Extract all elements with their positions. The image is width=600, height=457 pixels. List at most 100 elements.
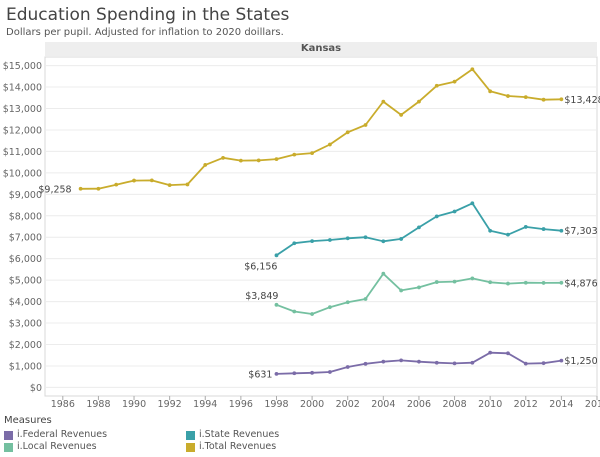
data-point <box>328 305 332 310</box>
data-point <box>292 152 297 157</box>
data-point <box>470 67 475 72</box>
data-point <box>310 312 314 316</box>
data-point <box>434 280 439 284</box>
x-tick-label: 2004 <box>371 399 395 410</box>
data-point <box>256 158 261 163</box>
data-point <box>452 279 457 284</box>
data-point <box>149 178 154 183</box>
legend-item-state[interactable]: i.State Revenues <box>186 429 279 441</box>
data-point <box>399 358 404 363</box>
data-point <box>523 225 528 229</box>
data-point <box>381 271 386 276</box>
legend-title: Measures <box>4 415 52 426</box>
data-point <box>310 239 314 243</box>
y-tick-label: $4,000 <box>9 297 42 308</box>
data-point <box>292 371 297 376</box>
start-data-label: $3,849 <box>245 291 278 302</box>
data-point <box>345 300 350 305</box>
end-data-label: $13,428 <box>564 95 600 106</box>
data-point <box>506 351 510 356</box>
data-point <box>345 365 350 369</box>
data-point <box>452 361 457 366</box>
plot-frame <box>44 56 598 397</box>
data-point <box>221 155 225 160</box>
data-point <box>399 237 404 241</box>
legend-item-local[interactable]: i.Local Revenues <box>4 441 97 453</box>
y-tick-label: $3,000 <box>9 319 42 330</box>
data-point <box>292 309 297 314</box>
y-tick-label: $7,000 <box>9 233 42 244</box>
x-tick-label: 2000 <box>300 399 324 410</box>
series-line-1 <box>275 202 562 257</box>
x-tick-label: 2008 <box>442 399 466 410</box>
legend-label-federal: i.Federal Revenues <box>17 429 108 440</box>
x-tick-label: 2006 <box>407 399 431 410</box>
end-data-label: $1,250 <box>564 356 597 367</box>
x-tick-label: 1994 <box>193 399 217 410</box>
x-tick-label: 2016 <box>585 399 600 410</box>
data-point <box>506 94 510 98</box>
y-tick-label: $5,000 <box>9 276 42 287</box>
data-point <box>292 241 297 246</box>
data-point <box>167 183 172 187</box>
data-point <box>381 99 386 104</box>
data-point <box>541 97 546 102</box>
legend-swatch-state <box>186 430 195 440</box>
x-tick-label: 1988 <box>86 399 110 410</box>
x-tick-label: 1990 <box>122 399 146 410</box>
data-point <box>310 151 314 156</box>
y-tick-label: $0 <box>30 383 42 394</box>
data-point <box>328 238 332 242</box>
data-point <box>559 97 564 102</box>
data-point <box>559 280 564 285</box>
data-point <box>523 95 528 100</box>
data-point <box>434 214 439 219</box>
data-point <box>559 228 564 233</box>
x-tick-label: 2010 <box>478 399 502 410</box>
legend-swatch-federal <box>4 430 13 440</box>
y-tick-label: $1,000 <box>9 361 42 372</box>
start-data-label: $631 <box>248 369 272 380</box>
legend-item-federal[interactable]: i.Federal Revenues <box>4 429 107 441</box>
data-point <box>523 361 528 366</box>
data-point <box>274 302 279 307</box>
data-point <box>274 157 279 162</box>
y-tick-label: $9,000 <box>9 190 42 201</box>
data-point <box>452 209 457 214</box>
chart-subtitle: Dollars per pupil. Adjusted for inflatio… <box>6 27 284 38</box>
x-tick-label: 2012 <box>514 399 538 410</box>
legend-swatch-total <box>186 442 195 452</box>
x-tick-label: 2002 <box>336 399 360 410</box>
panel-label: Kansas <box>300 43 342 54</box>
data-point <box>541 361 546 366</box>
data-point <box>488 350 493 355</box>
data-point <box>541 281 546 285</box>
y-tick-label: $13,000 <box>3 104 42 115</box>
data-point <box>328 142 332 147</box>
data-point <box>328 370 332 374</box>
data-point <box>399 288 404 293</box>
data-point <box>541 227 546 231</box>
legend-swatch-local <box>4 442 13 452</box>
start-data-label: $9,258 <box>38 184 71 195</box>
data-point <box>203 163 208 167</box>
data-point <box>452 79 457 84</box>
end-data-label: $7,303 <box>564 226 597 237</box>
data-point <box>345 130 350 135</box>
data-point <box>506 281 510 286</box>
legend-label-total: i.Total Revenues <box>199 441 277 452</box>
x-tick-label: 1998 <box>264 399 288 410</box>
panel-header: Kansas <box>45 42 597 56</box>
data-point <box>488 280 493 285</box>
legend-item-total[interactable]: i.Total Revenues <box>186 441 276 453</box>
data-point <box>434 83 439 88</box>
data-point <box>310 370 314 375</box>
data-point <box>274 371 279 376</box>
x-tick-label: 1986 <box>51 399 75 410</box>
y-tick-label: $8,000 <box>9 211 42 222</box>
data-point <box>114 182 119 187</box>
x-tick-label: 2014 <box>549 399 573 410</box>
data-point <box>363 235 368 240</box>
y-tick-label: $12,000 <box>3 125 42 136</box>
data-point <box>488 89 493 94</box>
